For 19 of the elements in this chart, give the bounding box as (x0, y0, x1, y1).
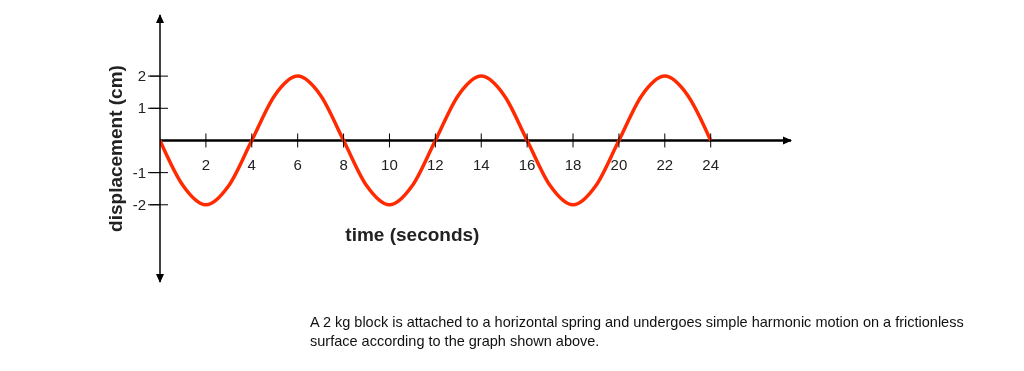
y-tick-label: -1 (132, 163, 146, 181)
x-tick-label: 12 (427, 156, 444, 174)
x-tick-label: 16 (518, 156, 536, 174)
x-tick-label: 8 (339, 156, 348, 174)
x-tick-label: 14 (472, 156, 490, 174)
x-tick-label: 6 (293, 156, 302, 174)
x-tick-label: 20 (610, 156, 628, 174)
x-tick-label: 22 (656, 156, 674, 174)
x-tick-label: 18 (564, 156, 582, 174)
x-tick-label: 24 (702, 156, 720, 174)
x-tick-label: 10 (381, 156, 398, 174)
y-tick-label: -2 (132, 195, 146, 213)
x-tick-label: 2 (201, 156, 211, 174)
y-tick-label: 1 (137, 99, 146, 117)
y-tick-label: 2 (137, 67, 146, 85)
y-axis-title: displacement (cm) (104, 65, 126, 232)
x-axis-title: time (seconds) (345, 224, 480, 246)
x-tick-label: 4 (247, 156, 256, 174)
text: A 2 kg block is attached to a horizontal spring and undergoes simple harmonic motion on a frictionless surface according to the graph shown above. (310, 313, 965, 351)
